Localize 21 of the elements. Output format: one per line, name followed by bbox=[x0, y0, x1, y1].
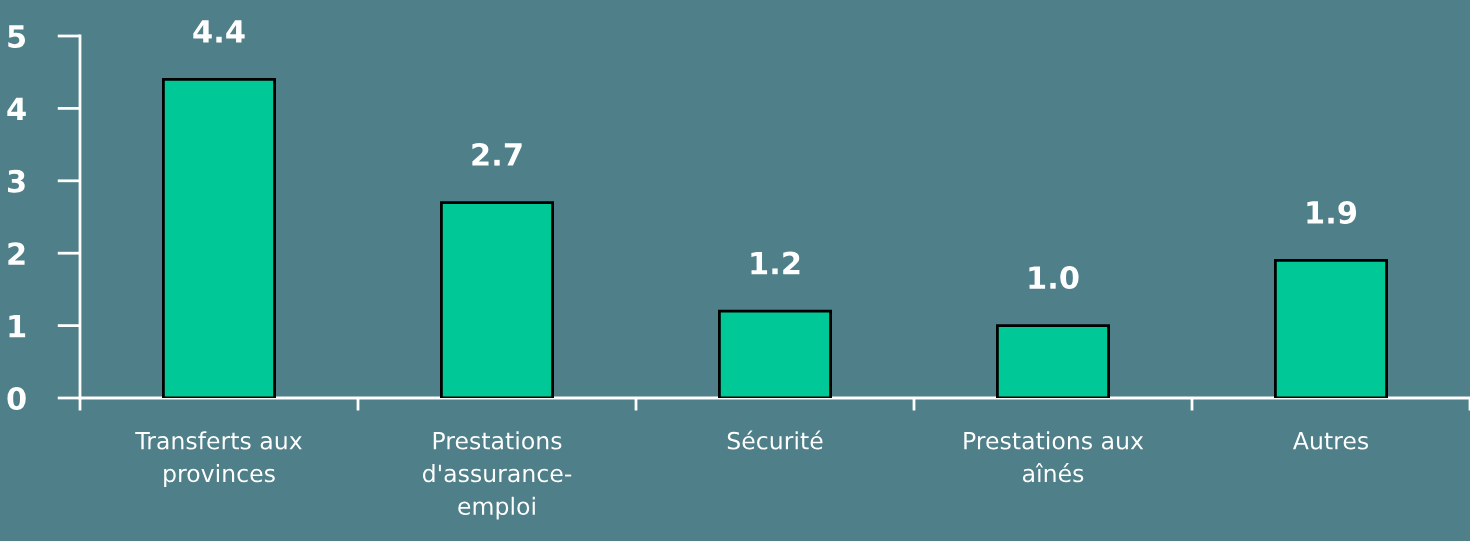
bar bbox=[1274, 259, 1388, 398]
x-tick-label: Prestations aux aînés bbox=[964, 431, 1144, 483]
y-tick-label: 5 bbox=[8, 25, 26, 49]
data-label: 1.2 bbox=[751, 251, 800, 275]
bar bbox=[162, 78, 276, 398]
x-tick-label: Autres bbox=[1293, 432, 1369, 450]
bar bbox=[718, 309, 832, 398]
bar bbox=[440, 201, 554, 398]
data-label: 4.4 bbox=[193, 20, 245, 43]
y-tick-label: 4 bbox=[7, 97, 26, 121]
y-tick-label: 0 bbox=[7, 386, 26, 411]
data-label: 2.7 bbox=[472, 142, 522, 166]
bar bbox=[996, 324, 1110, 398]
y-tick-label: 2 bbox=[8, 242, 25, 265]
data-label: 1.0 bbox=[1029, 266, 1079, 290]
x-tick-label: Sécurité bbox=[727, 430, 823, 450]
x-tick-label: Transferts aux provinces bbox=[135, 431, 302, 487]
y-tick-label: 1 bbox=[9, 314, 26, 338]
data-label: 1.9 bbox=[1307, 200, 1357, 224]
x-tick-label: Prestations d'assurance- emploi bbox=[422, 431, 572, 520]
y-tick-label: 3 bbox=[8, 169, 25, 193]
